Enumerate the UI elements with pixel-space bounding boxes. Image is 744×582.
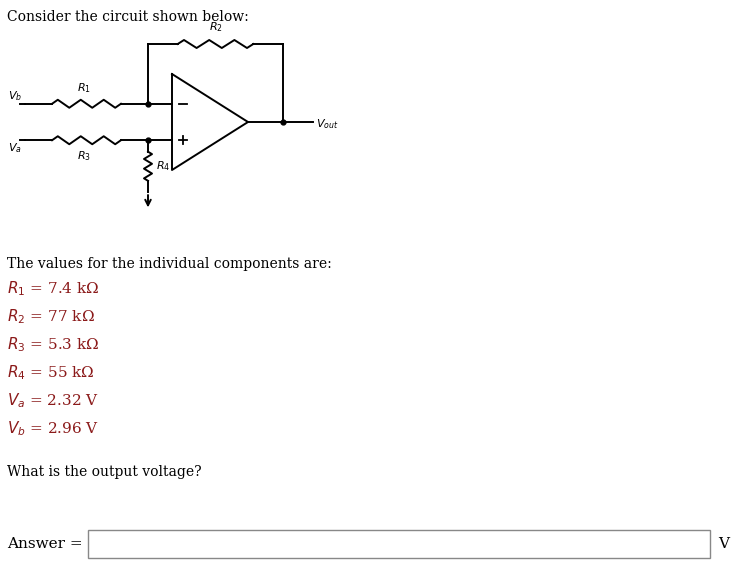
Text: $R_3$: $R_3$: [77, 149, 91, 163]
Text: $\mathit{R}_{1}$ = 7.4 kΩ: $\mathit{R}_{1}$ = 7.4 kΩ: [7, 279, 100, 298]
Text: $\mathit{V}_{a}$ = 2.32 V: $\mathit{V}_{a}$ = 2.32 V: [7, 391, 99, 410]
Text: $V_a$: $V_a$: [8, 141, 22, 155]
Text: The values for the individual components are:: The values for the individual components…: [7, 257, 332, 271]
Text: What is the output voltage?: What is the output voltage?: [7, 465, 202, 479]
Text: $R_4$: $R_4$: [156, 159, 170, 173]
Text: $\mathit{R}_{4}$ = 55 kΩ: $\mathit{R}_{4}$ = 55 kΩ: [7, 363, 94, 382]
Text: $V_{out}$: $V_{out}$: [316, 117, 339, 131]
Text: $V_b$: $V_b$: [8, 89, 22, 103]
Text: $R_1$: $R_1$: [77, 81, 91, 95]
Text: $\mathit{R}_{3}$ = 5.3 kΩ: $\mathit{R}_{3}$ = 5.3 kΩ: [7, 335, 100, 354]
Bar: [88, 530, 710, 558]
Text: V: V: [718, 537, 729, 551]
Text: $\mathit{R}_{2}$ = 77 kΩ: $\mathit{R}_{2}$ = 77 kΩ: [7, 307, 94, 326]
Text: Answer =: Answer =: [7, 537, 88, 551]
Text: Consider the circuit shown below:: Consider the circuit shown below:: [7, 10, 248, 24]
Text: $R_2$: $R_2$: [208, 20, 222, 34]
Text: $\mathit{V}_{b}$ = 2.96 V: $\mathit{V}_{b}$ = 2.96 V: [7, 419, 99, 438]
